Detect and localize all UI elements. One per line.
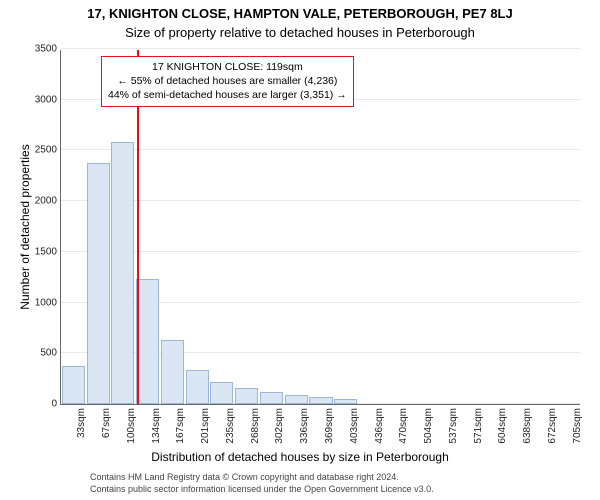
x-tick-label: 134sqm: [151, 408, 162, 444]
histogram-bar: [235, 388, 258, 404]
x-tick-label: 33sqm: [76, 408, 87, 438]
y-tick-label: 500: [40, 348, 61, 359]
x-tick-label: 369sqm: [324, 408, 335, 444]
chart-container: 17, KNIGHTON CLOSE, HAMPTON VALE, PETERB…: [0, 0, 600, 500]
footnote-line-2: Contains public sector information licen…: [90, 484, 434, 494]
histogram-bar: [260, 392, 283, 404]
y-tick-label: 3500: [35, 44, 61, 55]
x-tick-label: 167sqm: [175, 408, 186, 444]
x-tick-label: 571sqm: [473, 408, 484, 444]
histogram-bar: [161, 340, 184, 404]
gridline: [61, 149, 580, 150]
x-tick-label: 537sqm: [448, 408, 459, 444]
y-tick-label: 0: [51, 399, 61, 410]
histogram-bar: [210, 382, 233, 404]
x-tick-label: 235sqm: [225, 408, 236, 444]
x-tick-label: 638sqm: [522, 408, 533, 444]
y-axis-label: Number of detached properties: [18, 127, 32, 327]
annotation-box: 17 KNIGHTON CLOSE: 119sqm← 55% of detach…: [101, 56, 354, 107]
y-tick-label: 2500: [35, 145, 61, 156]
annotation-line: 44% of semi-detached houses are larger (…: [108, 88, 347, 102]
histogram-bar: [136, 279, 159, 404]
histogram-bar: [334, 399, 357, 404]
x-tick-label: 672sqm: [547, 408, 558, 444]
x-tick-label: 268sqm: [250, 408, 261, 444]
plot-area: 050010001500200025003000350033sqm67sqm10…: [60, 50, 580, 405]
x-tick-label: 604sqm: [497, 408, 508, 444]
x-tick-label: 470sqm: [398, 408, 409, 444]
x-tick-label: 201sqm: [200, 408, 211, 444]
y-tick-label: 1500: [35, 246, 61, 257]
chart-subtitle: Size of property relative to detached ho…: [0, 21, 600, 40]
x-tick-label: 67sqm: [101, 408, 112, 438]
gridline: [61, 48, 580, 49]
chart-title-address: 17, KNIGHTON CLOSE, HAMPTON VALE, PETERB…: [0, 0, 600, 21]
x-tick-label: 302sqm: [274, 408, 285, 444]
histogram-bar: [62, 366, 85, 404]
y-tick-label: 3000: [35, 94, 61, 105]
x-tick-label: 436sqm: [374, 408, 385, 444]
x-tick-label: 705sqm: [572, 408, 583, 444]
x-tick-label: 504sqm: [423, 408, 434, 444]
annotation-line: ← 55% of detached houses are smaller (4,…: [108, 74, 347, 88]
histogram-bar: [111, 142, 134, 404]
x-tick-label: 100sqm: [126, 408, 137, 444]
annotation-line: 17 KNIGHTON CLOSE: 119sqm: [108, 60, 347, 74]
gridline: [61, 251, 580, 252]
histogram-bar: [87, 163, 110, 404]
y-tick-label: 2000: [35, 196, 61, 207]
histogram-bar: [309, 397, 332, 404]
x-tick-label: 403sqm: [349, 408, 360, 444]
histogram-bar: [285, 395, 308, 404]
footnote-line-1: Contains HM Land Registry data © Crown c…: [90, 472, 399, 482]
x-tick-label: 336sqm: [299, 408, 310, 444]
histogram-bar: [186, 370, 209, 404]
gridline: [61, 200, 580, 201]
y-tick-label: 1000: [35, 297, 61, 308]
x-axis-label: Distribution of detached houses by size …: [0, 450, 600, 464]
